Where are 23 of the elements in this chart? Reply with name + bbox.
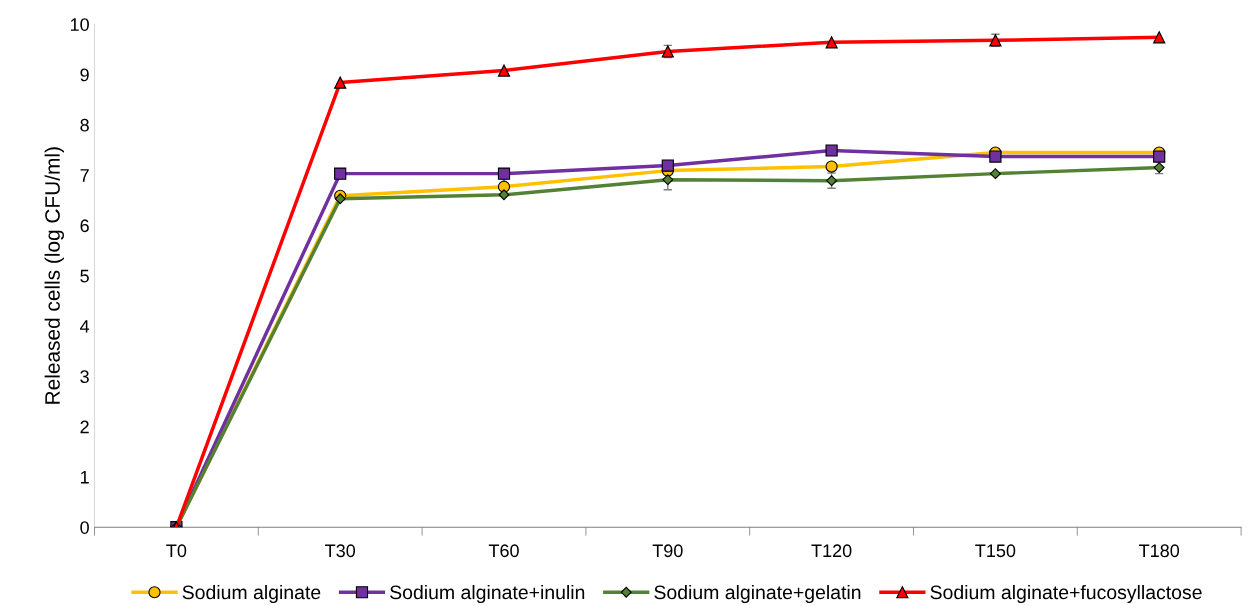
y-tick-label: 8 [80, 118, 89, 132]
legend-label: Sodium alginate+gelatin [654, 584, 861, 604]
y-tick-label: 9 [80, 68, 89, 82]
x-tick-label: T60 [488, 544, 519, 558]
x-tick-label: T120 [811, 544, 852, 558]
y-tick-label: 1 [80, 471, 89, 484]
x-tick-label: T180 [1139, 544, 1180, 558]
legend-label: Sodium alginate [182, 584, 321, 604]
y-tick-label: 7 [80, 169, 89, 182]
y-tick-label: 4 [80, 320, 90, 333]
y-tick-label: 5 [80, 269, 89, 283]
y-tick-label: 3 [80, 370, 89, 384]
x-tick-label: T30 [325, 544, 356, 558]
y-tick-label: 0 [80, 521, 89, 534]
legend-label: Sodium alginate+fucosyllactose [930, 584, 1202, 604]
y-tick-label: 10 [70, 18, 89, 31]
y-axis-title: Released cells (log CFU/ml) [44, 147, 64, 404]
x-tick-label: T90 [652, 544, 683, 558]
x-tick-label: T150 [975, 544, 1016, 558]
y-tick-label: 2 [80, 420, 89, 434]
x-tick-label: T0 [166, 544, 187, 558]
legend-label: Sodium alginate+inulin [390, 584, 585, 604]
y-tick-label: 6 [80, 219, 89, 233]
